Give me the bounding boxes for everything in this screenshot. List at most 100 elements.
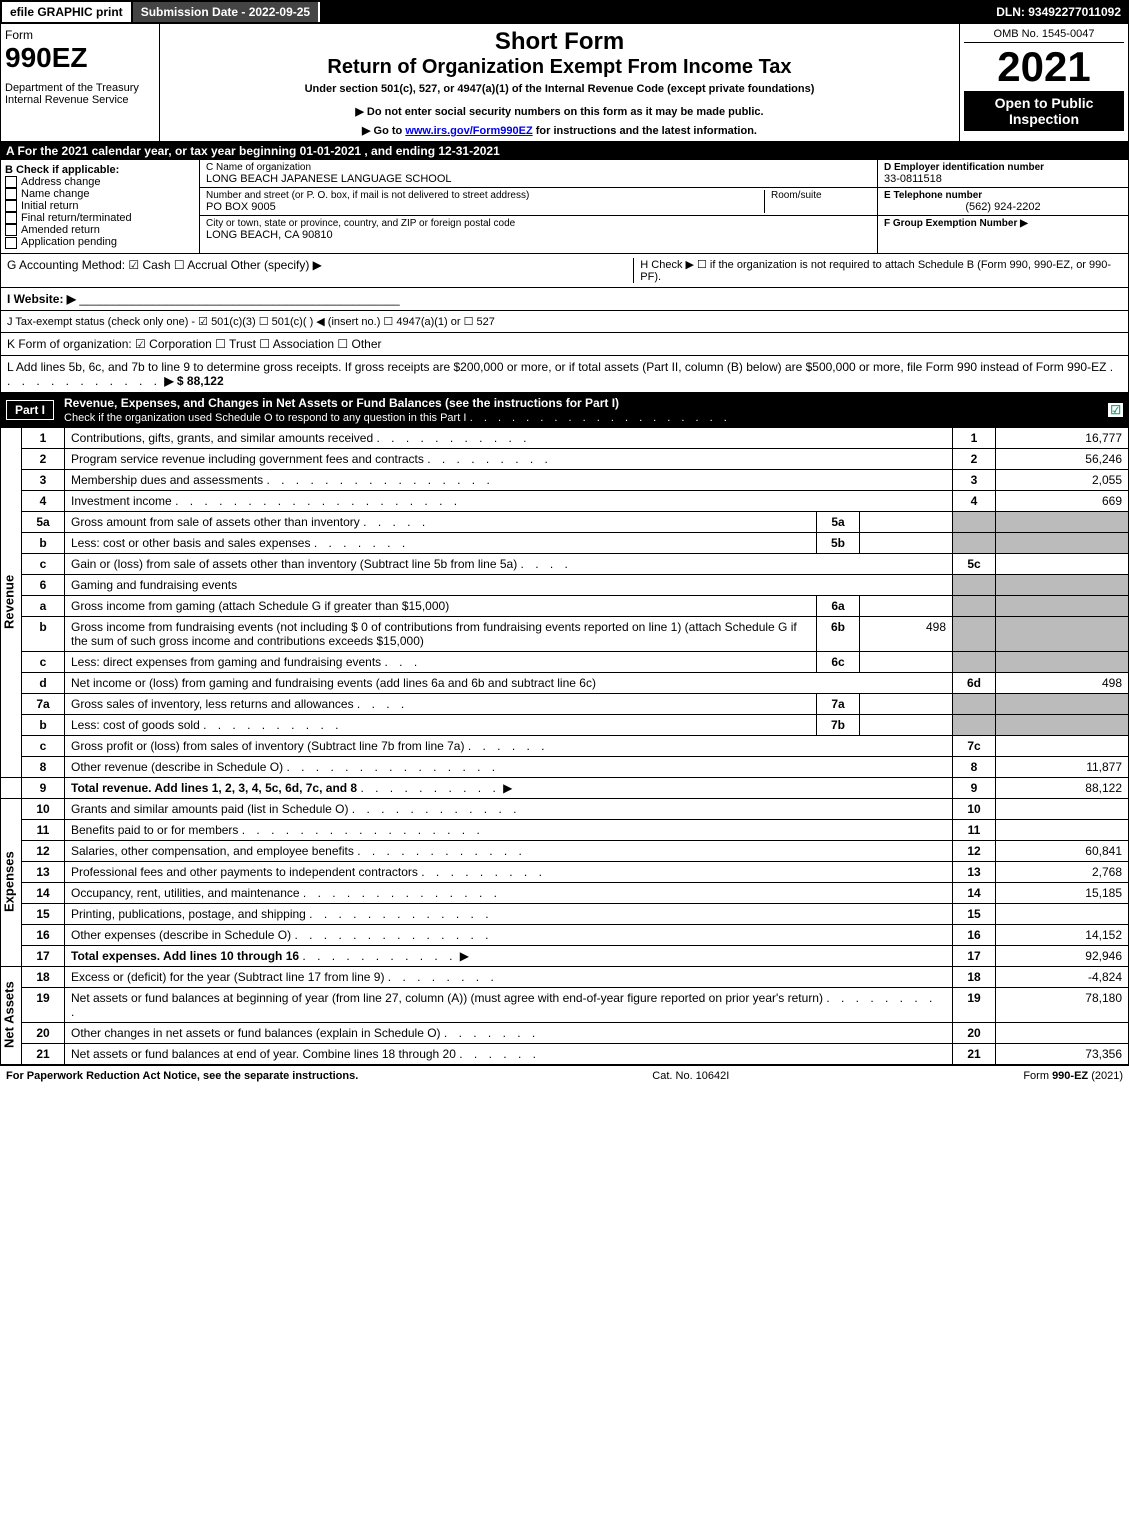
line-16-no: 16 bbox=[22, 924, 65, 945]
form-label: Form bbox=[5, 28, 155, 42]
footer-mid: Cat. No. 10642I bbox=[652, 1070, 729, 1082]
line-15-desc: Printing, publications, postage, and shi… bbox=[65, 903, 953, 924]
line-11-no: 11 bbox=[22, 819, 65, 840]
note-ssn: ▶ Do not enter social security numbers o… bbox=[164, 105, 955, 118]
phone-label: E Telephone number bbox=[884, 190, 1122, 201]
check-address-change[interactable]: Address change bbox=[5, 176, 195, 188]
line-5c-desc: Gain or (loss) from sale of assets other… bbox=[65, 553, 953, 574]
line-1-no: 1 bbox=[22, 427, 65, 448]
line-5a-subamt bbox=[860, 511, 953, 532]
submission-date: Submission Date - 2022-09-25 bbox=[133, 2, 320, 22]
check-final-return[interactable]: Final return/terminated bbox=[5, 212, 195, 224]
ein-value: 33-0811518 bbox=[884, 173, 1122, 185]
revenue-section-label: Revenue bbox=[1, 427, 22, 777]
org-name-label: C Name of organization bbox=[206, 162, 871, 173]
part-1-title: Revenue, Expenses, and Changes in Net As… bbox=[64, 396, 619, 410]
line-14-no: 14 bbox=[22, 882, 65, 903]
line-6d-no: d bbox=[22, 672, 65, 693]
org-name: LONG BEACH JAPANESE LANGUAGE SCHOOL bbox=[206, 173, 871, 185]
line-16-amount: 14,152 bbox=[996, 924, 1129, 945]
open-public-badge: Open to Public Inspection bbox=[964, 91, 1124, 131]
line-6b-subamt: 498 bbox=[860, 616, 953, 651]
omb-number: OMB No. 1545-0047 bbox=[964, 28, 1124, 43]
line-21-desc: Net assets or fund balances at end of ye… bbox=[65, 1043, 953, 1064]
line-6c-subamt bbox=[860, 651, 953, 672]
line-5b-subamt bbox=[860, 532, 953, 553]
line-17-desc: Total expenses. Add lines 10 through 16 … bbox=[65, 945, 953, 966]
irs-link[interactable]: www.irs.gov/Form990EZ bbox=[405, 125, 532, 137]
line-6a-no: a bbox=[22, 595, 65, 616]
line-7b-desc: Less: cost of goods sold . . . . . . . .… bbox=[65, 714, 817, 735]
line-9-no: 9 bbox=[22, 777, 65, 798]
line-8-no: 8 bbox=[22, 756, 65, 777]
line-19-amount: 78,180 bbox=[996, 987, 1129, 1022]
tax-year: 2021 bbox=[964, 43, 1124, 91]
footer-right: Form 990-EZ (2021) bbox=[1023, 1070, 1123, 1082]
line-7c-desc: Gross profit or (loss) from sales of inv… bbox=[65, 735, 953, 756]
line-4-no: 4 bbox=[22, 490, 65, 511]
line-5a-desc: Gross amount from sale of assets other t… bbox=[65, 511, 817, 532]
org-info-block: B Check if applicable: Address change Na… bbox=[0, 160, 1129, 254]
org-city: LONG BEACH, CA 90810 bbox=[206, 229, 871, 241]
line-1-amount: 16,777 bbox=[996, 427, 1129, 448]
line-2-amount: 56,246 bbox=[996, 448, 1129, 469]
line-20-no: 20 bbox=[22, 1022, 65, 1043]
line-7a-subamt bbox=[860, 693, 953, 714]
return-title: Return of Organization Exempt From Incom… bbox=[164, 56, 955, 79]
line-5b-no: b bbox=[22, 532, 65, 553]
section-l-gross-receipts: L Add lines 5b, 6c, and 7b to line 9 to … bbox=[0, 356, 1129, 393]
check-name-change[interactable]: Name change bbox=[5, 188, 195, 200]
line-13-no: 13 bbox=[22, 861, 65, 882]
line-3-desc: Membership dues and assessments . . . . … bbox=[65, 469, 953, 490]
line-10-no: 10 bbox=[22, 798, 65, 819]
line-8-desc: Other revenue (describe in Schedule O) .… bbox=[65, 756, 953, 777]
line-1-desc: Contributions, gifts, grants, and simila… bbox=[65, 427, 953, 448]
line-5c-amount bbox=[996, 553, 1129, 574]
subtitle: Under section 501(c), 527, or 4947(a)(1)… bbox=[164, 83, 955, 95]
line-21-amount: 73,356 bbox=[996, 1043, 1129, 1064]
group-exemption-label: F Group Exemption Number ▶ bbox=[884, 218, 1122, 229]
section-k-org-form: K Form of organization: ☑ Corporation ☐ … bbox=[0, 333, 1129, 356]
line-3-no: 3 bbox=[22, 469, 65, 490]
line-5b-desc: Less: cost or other basis and sales expe… bbox=[65, 532, 817, 553]
line-20-desc: Other changes in net assets or fund bala… bbox=[65, 1022, 953, 1043]
check-application-pending[interactable]: Application pending bbox=[5, 236, 195, 248]
line-6-no: 6 bbox=[22, 574, 65, 595]
line-9-desc: Total revenue. Add lines 1, 2, 3, 4, 5c,… bbox=[65, 777, 953, 798]
line-17-no: 17 bbox=[22, 945, 65, 966]
line-4-amount: 669 bbox=[996, 490, 1129, 511]
line-11-amount bbox=[996, 819, 1129, 840]
line-15-no: 15 bbox=[22, 903, 65, 924]
line-17-amount: 92,946 bbox=[996, 945, 1129, 966]
section-b-label: B Check if applicable: bbox=[5, 164, 195, 176]
line-11-desc: Benefits paid to or for members . . . . … bbox=[65, 819, 953, 840]
line-6c-no: c bbox=[22, 651, 65, 672]
efile-label[interactable]: efile GRAPHIC print bbox=[0, 0, 133, 24]
addr-label: Number and street (or P. O. box, if mail… bbox=[206, 190, 764, 201]
line-6b-desc: Gross income from fundraising events (no… bbox=[65, 616, 817, 651]
net-assets-section-label: Net Assets bbox=[1, 966, 22, 1064]
line-14-amount: 15,185 bbox=[996, 882, 1129, 903]
form-header: Form 990EZ Department of the Treasury In… bbox=[0, 24, 1129, 142]
phone-value: (562) 924-2202 bbox=[884, 201, 1122, 213]
section-a-period: A For the 2021 calendar year, or tax yea… bbox=[0, 142, 1129, 160]
check-initial-return[interactable]: Initial return bbox=[5, 200, 195, 212]
gross-receipts-value: ▶ $ 88,122 bbox=[164, 374, 223, 388]
line-8-amount: 11,877 bbox=[996, 756, 1129, 777]
line-4-desc: Investment income . . . . . . . . . . . … bbox=[65, 490, 953, 511]
line-6b-no: b bbox=[22, 616, 65, 651]
line-13-desc: Professional fees and other payments to … bbox=[65, 861, 953, 882]
line-5c-no: c bbox=[22, 553, 65, 574]
line-6d-desc: Net income or (loss) from gaming and fun… bbox=[65, 672, 953, 693]
check-amended-return[interactable]: Amended return bbox=[5, 224, 195, 236]
expenses-section-label: Expenses bbox=[1, 798, 22, 966]
line-9-amount: 88,122 bbox=[996, 777, 1129, 798]
line-6a-subamt bbox=[860, 595, 953, 616]
line-7b-no: b bbox=[22, 714, 65, 735]
note-link: ▶ Go to www.irs.gov/Form990EZ for instru… bbox=[164, 124, 955, 137]
line-7a-no: 7a bbox=[22, 693, 65, 714]
line-10-desc: Grants and similar amounts paid (list in… bbox=[65, 798, 953, 819]
line-6-desc: Gaming and fundraising events bbox=[65, 574, 953, 595]
line-5a-no: 5a bbox=[22, 511, 65, 532]
section-i-website: I Website: ▶ ___________________________… bbox=[0, 288, 1129, 311]
